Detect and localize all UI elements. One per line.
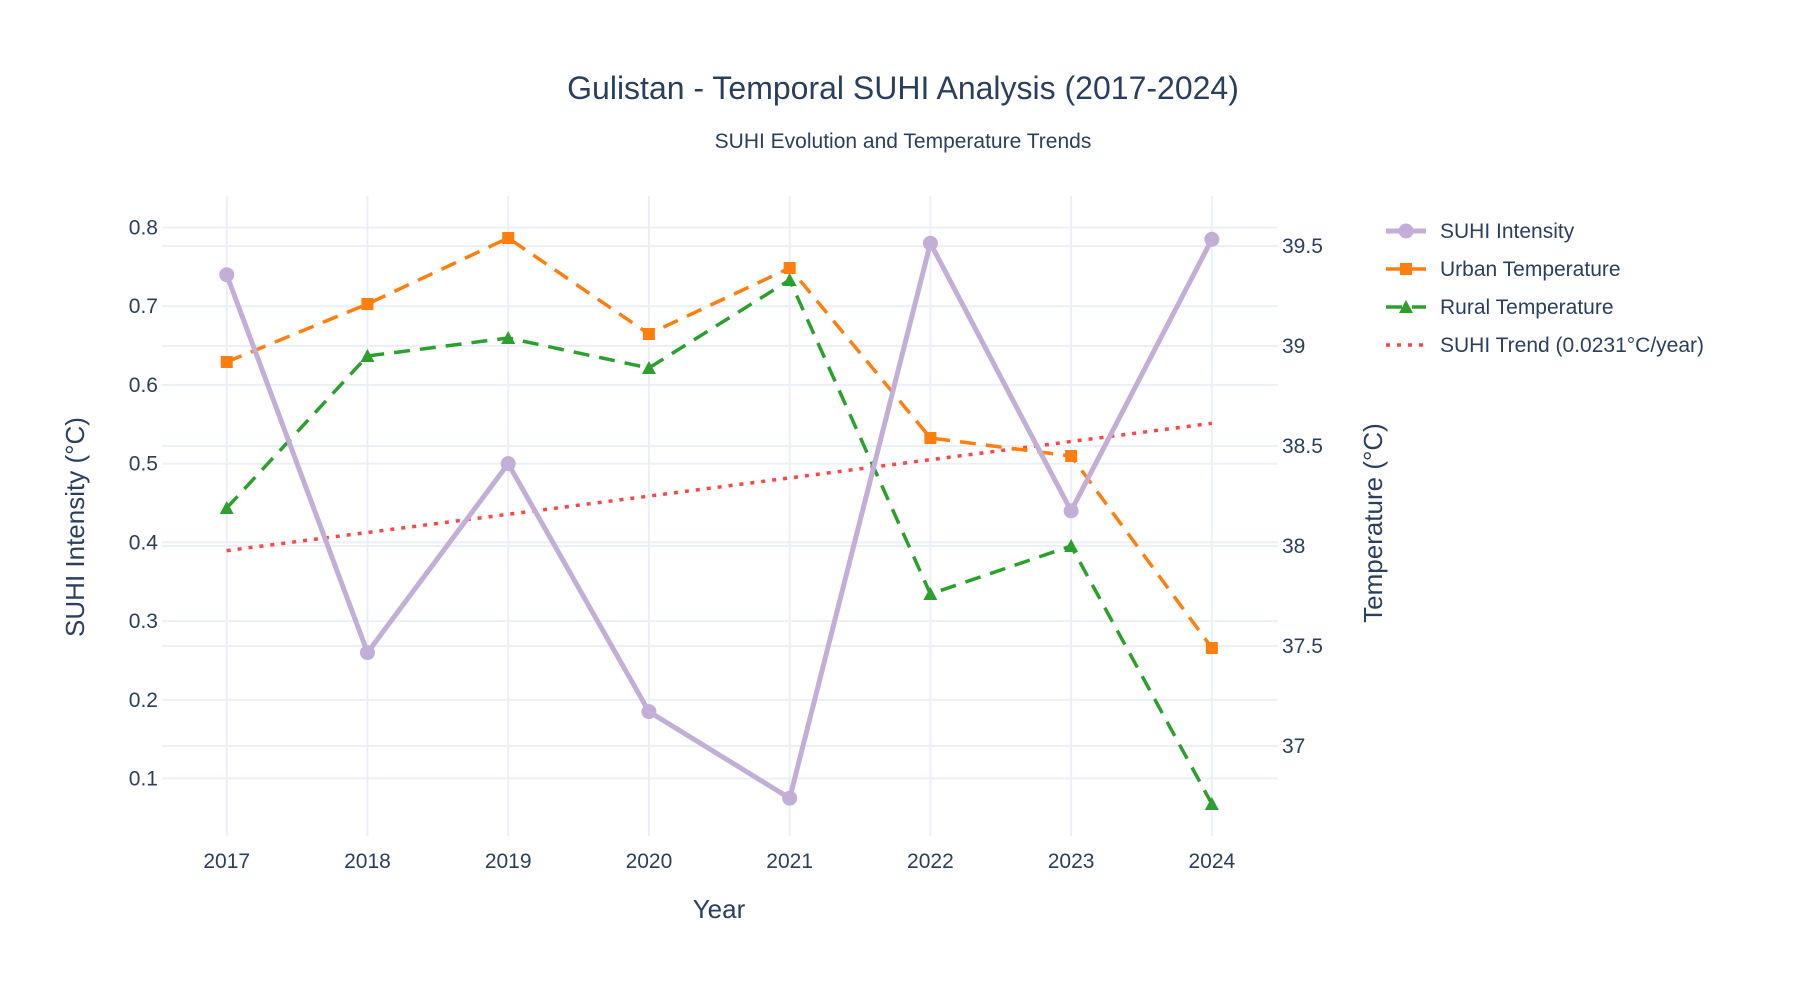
legend-marker: [1400, 263, 1412, 275]
suhi-intensity-point: [782, 790, 798, 806]
suhi-intensity-point: [922, 235, 938, 251]
y2-tick-label: 39: [1282, 335, 1305, 358]
y-tick-label: 0.6: [129, 374, 158, 397]
y2-axis-title: Temperature (°C): [1358, 423, 1388, 623]
rural-temperature-line: [225, 278, 1214, 805]
suhi-trend-line: [226, 421, 1213, 553]
suhi-intensity-point: [641, 704, 657, 720]
rural-temperature-point: [641, 361, 656, 374]
legend-marker: [1398, 223, 1414, 239]
x-tick-label: 2017: [203, 850, 250, 873]
y-tick-label: 0.2: [129, 689, 158, 712]
gridlines: [162, 196, 1278, 836]
urban-temperature-point: [1205, 642, 1218, 654]
legend-label: SUHI Trend (0.0231°C/year): [1440, 334, 1704, 357]
y-tick-label: 0.4: [129, 531, 159, 554]
x-axis-ticks: 2017 2018 2019 2020 2021 2022 2023 2024: [203, 850, 1235, 873]
chart-title: Gulistan - Temporal SUHI Analysis (2017-…: [567, 70, 1239, 106]
urban-temperature-point: [361, 298, 374, 310]
y-tick-label: 0.3: [129, 610, 158, 633]
y2-tick-label: 37: [1282, 735, 1305, 758]
y-tick-label: 0.5: [129, 453, 158, 476]
y-tick-label: 0.7: [129, 295, 158, 318]
suhi-intensity-point: [359, 645, 375, 661]
series-layer: [219, 231, 1220, 810]
x-tick-label: 2021: [766, 850, 813, 873]
suhi-intensity-point: [219, 267, 235, 283]
y2-tick-label: 38.5: [1282, 435, 1323, 458]
y2-tick-label: 37.5: [1282, 635, 1323, 658]
rural-temperature-point: [923, 587, 938, 600]
y2-tick-label: 39.5: [1282, 235, 1323, 258]
urban-temperature-line: [226, 236, 1214, 650]
urban-temperature-point: [783, 262, 796, 274]
urban-temperature-point: [220, 356, 233, 368]
series-urban-temperature: [220, 232, 1218, 654]
legend-label: SUHI Intensity: [1440, 220, 1575, 243]
legend-label: Urban Temperature: [1440, 258, 1621, 281]
series-suhi-intensity: [219, 231, 1220, 806]
legend-item-suhi-intensity[interactable]: SUHI Intensity: [1386, 220, 1575, 243]
y-axis-ticks: 0.1 0.2 0.3 0.4 0.5 0.6 0.7 0.8: [129, 216, 159, 790]
suhi-intensity-point: [500, 456, 516, 472]
suhi-intensity-line: [224, 238, 1215, 801]
rural-temperature-point: [1204, 797, 1219, 810]
legend[interactable]: SUHI Intensity Urban Temperature Rural Tem…: [1386, 220, 1704, 357]
x-tick-label: 2019: [485, 850, 532, 873]
x-axis-title: Year: [693, 894, 746, 924]
series-rural-temperature: [219, 273, 1219, 810]
x-tick-label: 2024: [1188, 850, 1235, 873]
legend-item-rural-temperature[interactable]: Rural Temperature: [1386, 296, 1614, 319]
y-tick-label: 0.1: [129, 768, 158, 791]
urban-temperature-point: [1065, 450, 1078, 462]
series-suhi-trend: [226, 421, 1213, 553]
y-tick-label: 0.8: [129, 216, 158, 239]
legend-item-urban-temperature[interactable]: Urban Temperature: [1386, 258, 1621, 281]
urban-temperature-point: [924, 432, 937, 444]
y2-axis-ticks: 37 37.5 38 38.5 39 39.5: [1282, 235, 1323, 758]
legend-marker: [1399, 300, 1413, 313]
rural-temperature-point: [219, 501, 234, 514]
x-tick-label: 2023: [1048, 850, 1095, 873]
legend-label: Rural Temperature: [1440, 296, 1614, 319]
rural-temperature-point: [782, 273, 797, 286]
legend-item-suhi-trend[interactable]: SUHI Trend (0.0231°C/year): [1386, 334, 1704, 357]
x-tick-label: 2022: [907, 850, 954, 873]
suhi-intensity-point: [1063, 503, 1079, 519]
suhi-intensity-point: [1204, 231, 1220, 247]
x-tick-label: 2018: [344, 850, 391, 873]
y-axis-title: SUHI Intensity (°C): [60, 417, 90, 637]
rural-temperature-point: [1064, 539, 1079, 552]
urban-temperature-point: [642, 328, 655, 340]
x-tick-label: 2020: [626, 850, 673, 873]
urban-temperature-point: [502, 232, 515, 244]
rural-temperature-point: [501, 331, 516, 344]
rural-temperature-point: [360, 349, 375, 362]
chart-subtitle: SUHI Evolution and Temperature Trends: [715, 130, 1092, 153]
y2-tick-label: 38: [1282, 535, 1305, 558]
